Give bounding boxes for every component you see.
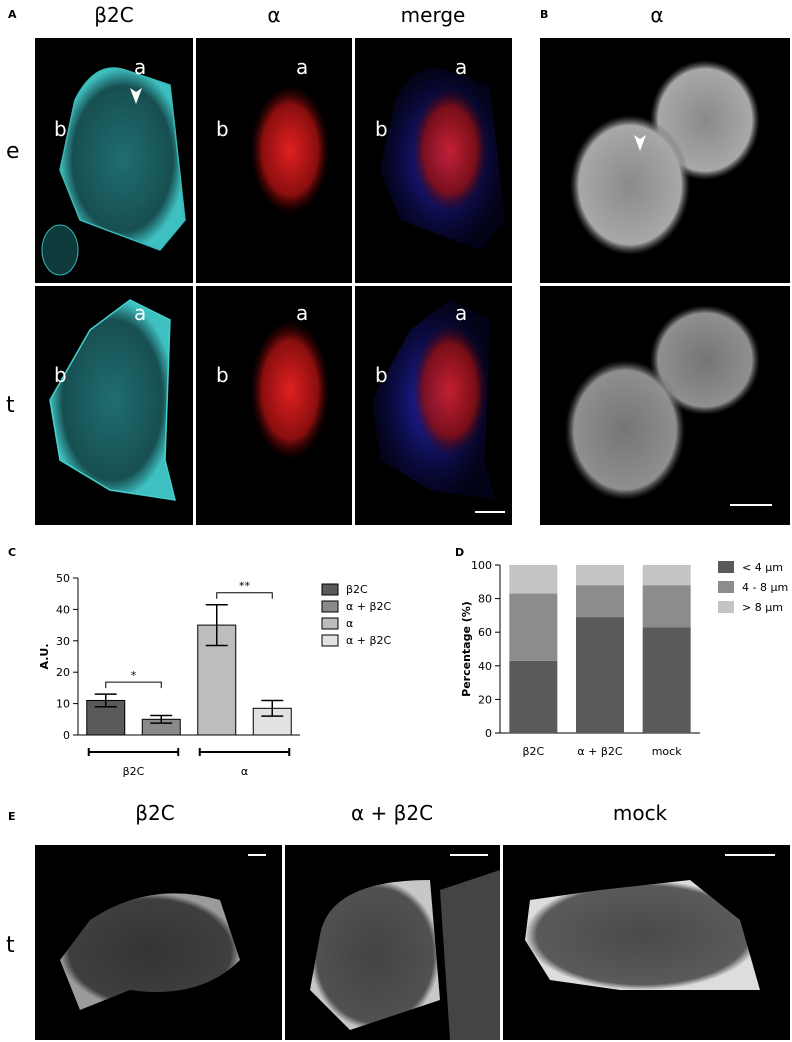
panel-label: D xyxy=(455,546,464,559)
legend-swatch xyxy=(321,617,339,630)
cell-label: b xyxy=(216,117,229,141)
cell-label: b xyxy=(375,363,388,387)
y-axis-label: Percentage (%) xyxy=(460,601,473,697)
y-tick-label: 0 xyxy=(63,729,70,742)
y-tick-label: 20 xyxy=(478,693,492,706)
bar-segment xyxy=(576,617,624,733)
cell-label: b xyxy=(54,363,67,387)
column-header: α xyxy=(267,3,280,27)
significance-label: * xyxy=(131,669,137,682)
y-tick-label: 40 xyxy=(478,660,492,673)
cell-label: a xyxy=(296,301,308,325)
y-tick-label: 10 xyxy=(56,698,70,711)
significance-bracket xyxy=(216,592,273,599)
y-axis-label: A.U. xyxy=(38,643,51,669)
bar-segment xyxy=(576,565,624,586)
row-label: t xyxy=(6,933,15,958)
cell-label: a xyxy=(134,55,146,79)
legend-label: 4 - 8 µm xyxy=(742,581,788,594)
significance-label: ** xyxy=(239,580,251,593)
column-header: α + β2C xyxy=(351,801,433,825)
legend-label: α xyxy=(346,617,353,630)
error-bar xyxy=(205,603,228,647)
bar-segment xyxy=(509,565,558,594)
row-label: t xyxy=(6,393,15,418)
group-label: β2C xyxy=(123,765,145,778)
y-tick-label: 40 xyxy=(56,603,70,616)
cell-label: b xyxy=(375,117,388,141)
x-tick-label: mock xyxy=(652,745,682,758)
cell-label: a xyxy=(134,301,146,325)
legend-swatch xyxy=(321,583,339,596)
y-tick-label: 60 xyxy=(478,626,492,639)
micrograph xyxy=(540,38,790,525)
panel-label: C xyxy=(8,546,16,559)
column-header: β2C xyxy=(94,3,133,27)
error-bar xyxy=(261,699,284,717)
legend-swatch xyxy=(718,601,734,613)
y-tick-label: 50 xyxy=(56,572,70,585)
cell-label: b xyxy=(216,363,229,387)
error-bar xyxy=(150,714,173,724)
y-tick-label: 20 xyxy=(56,666,70,679)
bar-segment xyxy=(509,593,558,661)
cell-label: a xyxy=(296,55,308,79)
significance-bracket xyxy=(105,681,162,689)
error-bar xyxy=(94,693,117,708)
column-header: α xyxy=(650,3,663,27)
group-bracket xyxy=(198,748,291,756)
bar-segment xyxy=(642,627,691,733)
column-header: merge xyxy=(401,3,466,27)
panel-label: E xyxy=(8,810,16,823)
panel-label: A xyxy=(8,8,17,21)
group-label: α xyxy=(241,765,248,778)
legend-label: α + β2C xyxy=(346,634,391,647)
y-tick-label: 0 xyxy=(485,727,492,740)
bar-segment xyxy=(642,585,691,628)
legend-swatch xyxy=(321,600,339,613)
x-tick-label: β2C xyxy=(522,745,544,758)
bar-segment xyxy=(642,565,691,586)
column-header: mock xyxy=(613,801,668,825)
micrograph xyxy=(35,38,512,525)
column-header: β2C xyxy=(135,801,174,825)
legend-label: < 4 µm xyxy=(742,561,783,574)
micrograph xyxy=(35,845,790,1040)
legend-label: α + β2C xyxy=(346,600,391,613)
cell-label: a xyxy=(455,55,467,79)
x-tick-label: α + β2C xyxy=(577,745,622,758)
y-tick-label: 30 xyxy=(56,635,70,648)
legend-label: β2C xyxy=(346,583,368,596)
bar-segment xyxy=(509,660,558,733)
panel-label: B xyxy=(540,8,548,21)
row-label: e xyxy=(6,139,20,164)
y-tick-label: 80 xyxy=(478,593,492,606)
legend-swatch xyxy=(718,561,734,573)
legend-swatch xyxy=(321,634,339,647)
legend-swatch xyxy=(718,581,734,593)
bar-segment xyxy=(576,585,624,618)
cell-label: b xyxy=(54,117,67,141)
group-bracket xyxy=(87,748,180,756)
cell-label: a xyxy=(455,301,467,325)
y-tick-label: 100 xyxy=(471,559,492,572)
legend-label: > 8 µm xyxy=(742,601,783,614)
